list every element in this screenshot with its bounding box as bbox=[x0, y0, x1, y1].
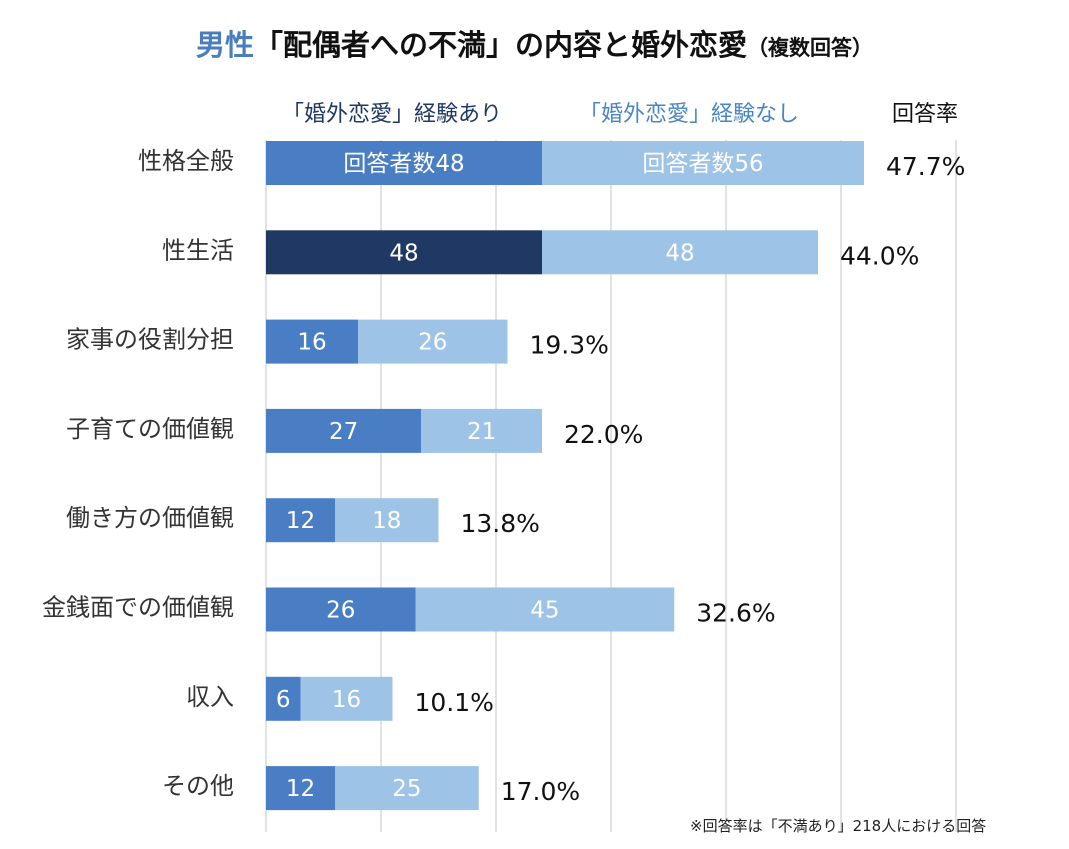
title-main: 「配偶者への不満」の内容と婚外恋愛 bbox=[254, 28, 748, 62]
bar-label-with: 回答者数48 bbox=[343, 151, 464, 177]
bar-without-affair bbox=[421, 408, 542, 453]
bar-label-with: 16 bbox=[297, 330, 326, 356]
chart-title: 男性「配偶者への不満」の内容と婚外恋愛（複数回答） bbox=[0, 22, 1069, 64]
bar-without-affair bbox=[300, 676, 393, 721]
title-suffix: （複数回答） bbox=[747, 36, 874, 60]
response-rate-label: 19.3% bbox=[530, 331, 609, 360]
category-label: その他 bbox=[162, 772, 234, 800]
response-rate-label: 10.1% bbox=[415, 688, 494, 717]
bar-with-affair bbox=[266, 141, 542, 185]
bar-without-affair bbox=[335, 766, 479, 811]
bar-with-affair bbox=[266, 319, 358, 364]
bar-without-affair bbox=[542, 141, 864, 185]
bar-label-without: 25 bbox=[392, 776, 421, 802]
bar-label-with: 12 bbox=[286, 508, 315, 534]
response-rate-label: 44.0% bbox=[840, 241, 919, 270]
bar-with-affair bbox=[266, 230, 542, 275]
bar-with-affair bbox=[266, 676, 301, 721]
bar-label-with: 48 bbox=[389, 240, 418, 266]
bar-with-affair bbox=[266, 766, 335, 811]
category-label: 収入 bbox=[186, 683, 234, 711]
bar-label-with: 6 bbox=[276, 687, 291, 713]
bar-label-without: 21 bbox=[467, 419, 496, 445]
bar-label-without: 26 bbox=[418, 330, 447, 356]
category-label: 金銭面での価値観 bbox=[42, 594, 234, 622]
bar-without-affair bbox=[542, 230, 818, 275]
bar-label-without: 回答者数56 bbox=[642, 151, 763, 177]
category-label: 家事の役割分担 bbox=[66, 326, 234, 354]
bar-label-with: 26 bbox=[326, 598, 355, 624]
legend-with-affair: 「婚外恋愛」経験あり bbox=[282, 102, 503, 127]
bar-without-affair bbox=[335, 498, 439, 543]
bar-label-without: 45 bbox=[530, 598, 559, 624]
bar-label-without: 18 bbox=[372, 508, 401, 534]
bar-without-affair bbox=[358, 319, 508, 364]
bar-label-without: 48 bbox=[665, 240, 694, 266]
response-rate-label: 32.6% bbox=[696, 599, 775, 628]
labels: 回答者数48 回答者数56 性格全般 47.7% 48 48 性生活 44.0% 16 26 家事の… bbox=[42, 147, 965, 806]
response-rate-label: 13.8% bbox=[461, 509, 540, 538]
bar-label-with: 12 bbox=[286, 776, 315, 802]
category-label: 性格全般 bbox=[138, 147, 234, 175]
legend-response-rate: 回答率 bbox=[892, 102, 959, 127]
response-rate-label: 17.0% bbox=[501, 777, 580, 806]
footnote: ※回答率は「不満あり」218人における回答 bbox=[690, 817, 987, 835]
title-accent: 男性 bbox=[195, 28, 254, 62]
bar-with-affair bbox=[266, 498, 335, 543]
bar-label-without: 16 bbox=[332, 687, 361, 713]
bar-with-affair bbox=[266, 408, 422, 453]
category-label: 性生活 bbox=[162, 236, 234, 264]
legend-without-affair: 「婚外恋愛」経験なし bbox=[579, 102, 800, 127]
bar-with-affair bbox=[266, 587, 416, 632]
response-rate-label: 22.0% bbox=[564, 420, 643, 449]
category-label: 働き方の価値観 bbox=[66, 504, 234, 532]
category-label: 子育ての価値観 bbox=[66, 415, 234, 443]
bar-without-affair bbox=[415, 587, 675, 632]
bars bbox=[266, 141, 864, 811]
bar-label-with: 27 bbox=[329, 419, 358, 445]
response-rate-label: 47.7% bbox=[886, 152, 965, 181]
